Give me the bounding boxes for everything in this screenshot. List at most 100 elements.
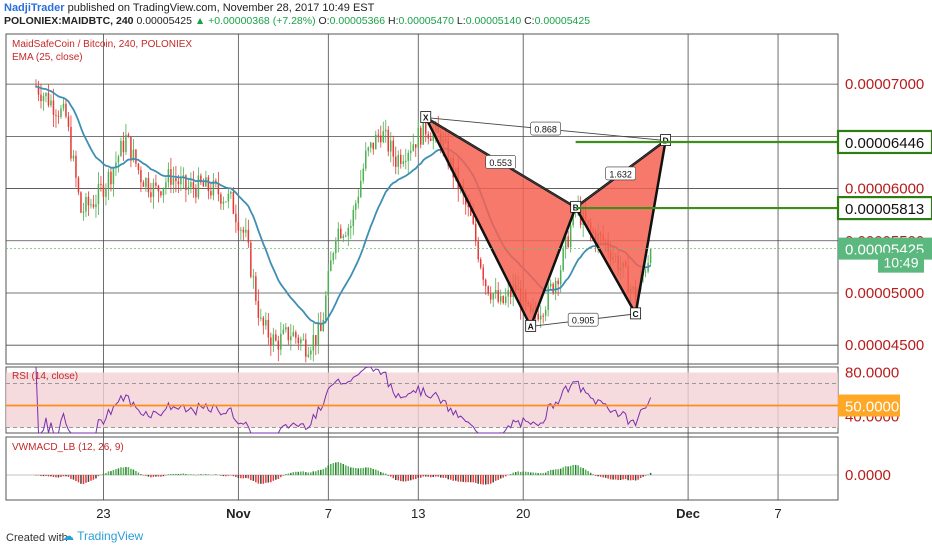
macd-bar: [372, 469, 375, 475]
candle-body: [397, 154, 400, 167]
rsi-band: [6, 372, 838, 428]
macd-bar: [604, 475, 607, 478]
macd-bar: [95, 475, 97, 479]
macd-bar: [322, 469, 325, 475]
close-label: C:: [524, 15, 535, 27]
candle-body: [422, 119, 424, 145]
candle-body: [424, 119, 427, 135]
candle-body: [420, 127, 422, 145]
macd-bar: [459, 475, 462, 482]
macd-bar: [315, 471, 317, 475]
last-price: 0.00005425: [136, 15, 192, 27]
y-tick-label: 0.00005000: [845, 285, 924, 302]
cloud-icon: ☁: [62, 529, 74, 543]
low-value: 0.00005140: [465, 15, 522, 27]
candle-body: [62, 103, 65, 109]
macd-bar: [477, 475, 479, 484]
candle-body: [185, 175, 187, 190]
candle-body: [367, 147, 370, 151]
level-price-label: 0.00005813: [845, 201, 924, 218]
macd-bar: [227, 475, 230, 476]
candle-body: [392, 140, 395, 157]
candle-body: [469, 207, 472, 216]
pattern-point-label: C: [633, 309, 639, 319]
candle-body: [145, 178, 147, 187]
macd-bar: [267, 475, 270, 483]
macd-bar: [127, 467, 130, 475]
macd-bar: [462, 475, 464, 482]
candle-body: [372, 142, 375, 150]
macd-bar: [524, 471, 527, 475]
tradingview-logo[interactable]: ☁ TradingView: [62, 529, 143, 543]
macd-bar: [487, 475, 489, 485]
ratio-label: 0.868: [534, 125, 557, 135]
macd-bar: [577, 465, 579, 475]
candle-body: [649, 248, 652, 263]
macd-bar: [92, 475, 95, 480]
candle-body: [340, 228, 342, 239]
candle-body: [544, 310, 547, 316]
chart-background: [0, 28, 932, 528]
candle-body: [552, 283, 554, 293]
candle-body: [70, 126, 72, 159]
candle-body: [564, 236, 567, 249]
macd-bar: [185, 474, 187, 475]
candle-body: [427, 134, 429, 139]
macd-bar: [35, 475, 37, 476]
candle-body: [217, 183, 220, 195]
author-link[interactable]: NadjiTrader: [4, 2, 65, 14]
macd-bar: [307, 472, 310, 475]
candle-body: [230, 191, 232, 194]
ratio-box: [530, 121, 561, 136]
point-box: [420, 111, 432, 123]
macd-bar: [614, 475, 617, 480]
candle-body: [644, 271, 647, 273]
candle-body: [497, 290, 499, 302]
candle-body: [417, 127, 420, 148]
macd-bar: [492, 475, 494, 483]
macd-bar: [397, 475, 400, 481]
candle-body: [569, 225, 572, 248]
candle-body: [507, 290, 509, 297]
macd-bar: [427, 475, 429, 477]
macd-bar: [539, 473, 542, 475]
macd-bar: [180, 473, 182, 475]
candle-body: [237, 222, 240, 231]
candle-body: [37, 86, 40, 95]
macd-bar: [182, 473, 185, 475]
candle-body: [157, 185, 160, 192]
macd-bar: [367, 467, 370, 475]
ratio-label: 0.553: [489, 158, 512, 168]
price-change: ▲ +0.00000368 (+7.28%): [194, 15, 316, 27]
macd-bar: [609, 475, 612, 480]
macd-bar: [175, 473, 177, 475]
macd-pane-border: [5, 436, 839, 501]
macd-bar: [584, 469, 587, 475]
point-box: [630, 307, 642, 320]
macd-bar: [420, 475, 422, 478]
candle-body: [285, 327, 287, 330]
ema-line: [35, 85, 652, 325]
candle-body: [375, 134, 377, 150]
macd-bar: [562, 467, 564, 475]
candle-body: [547, 286, 549, 311]
macd-bar: [135, 471, 137, 475]
macd-bar: [437, 475, 439, 477]
macd-bar: [335, 462, 337, 475]
candle-body: [332, 253, 335, 261]
candle-body: [175, 178, 177, 182]
macd-bar: [242, 475, 245, 479]
macd-bar: [237, 475, 240, 478]
macd-bar: [177, 473, 180, 475]
macd-bar: [574, 464, 577, 475]
macd-bar: [400, 475, 402, 482]
chart-canvas[interactable]: 23Nov71320Dec70.000070000.000065000.0000…: [0, 28, 932, 528]
candle-body: [499, 296, 502, 302]
macd-bar: [634, 475, 637, 481]
macd-bar: [225, 475, 227, 477]
macd-bar: [82, 475, 85, 485]
candle-body: [400, 154, 402, 164]
candle-body: [220, 194, 222, 204]
publish-info: published on TradingView.com, November 2…: [64, 2, 375, 14]
macd-bar: [102, 473, 105, 475]
